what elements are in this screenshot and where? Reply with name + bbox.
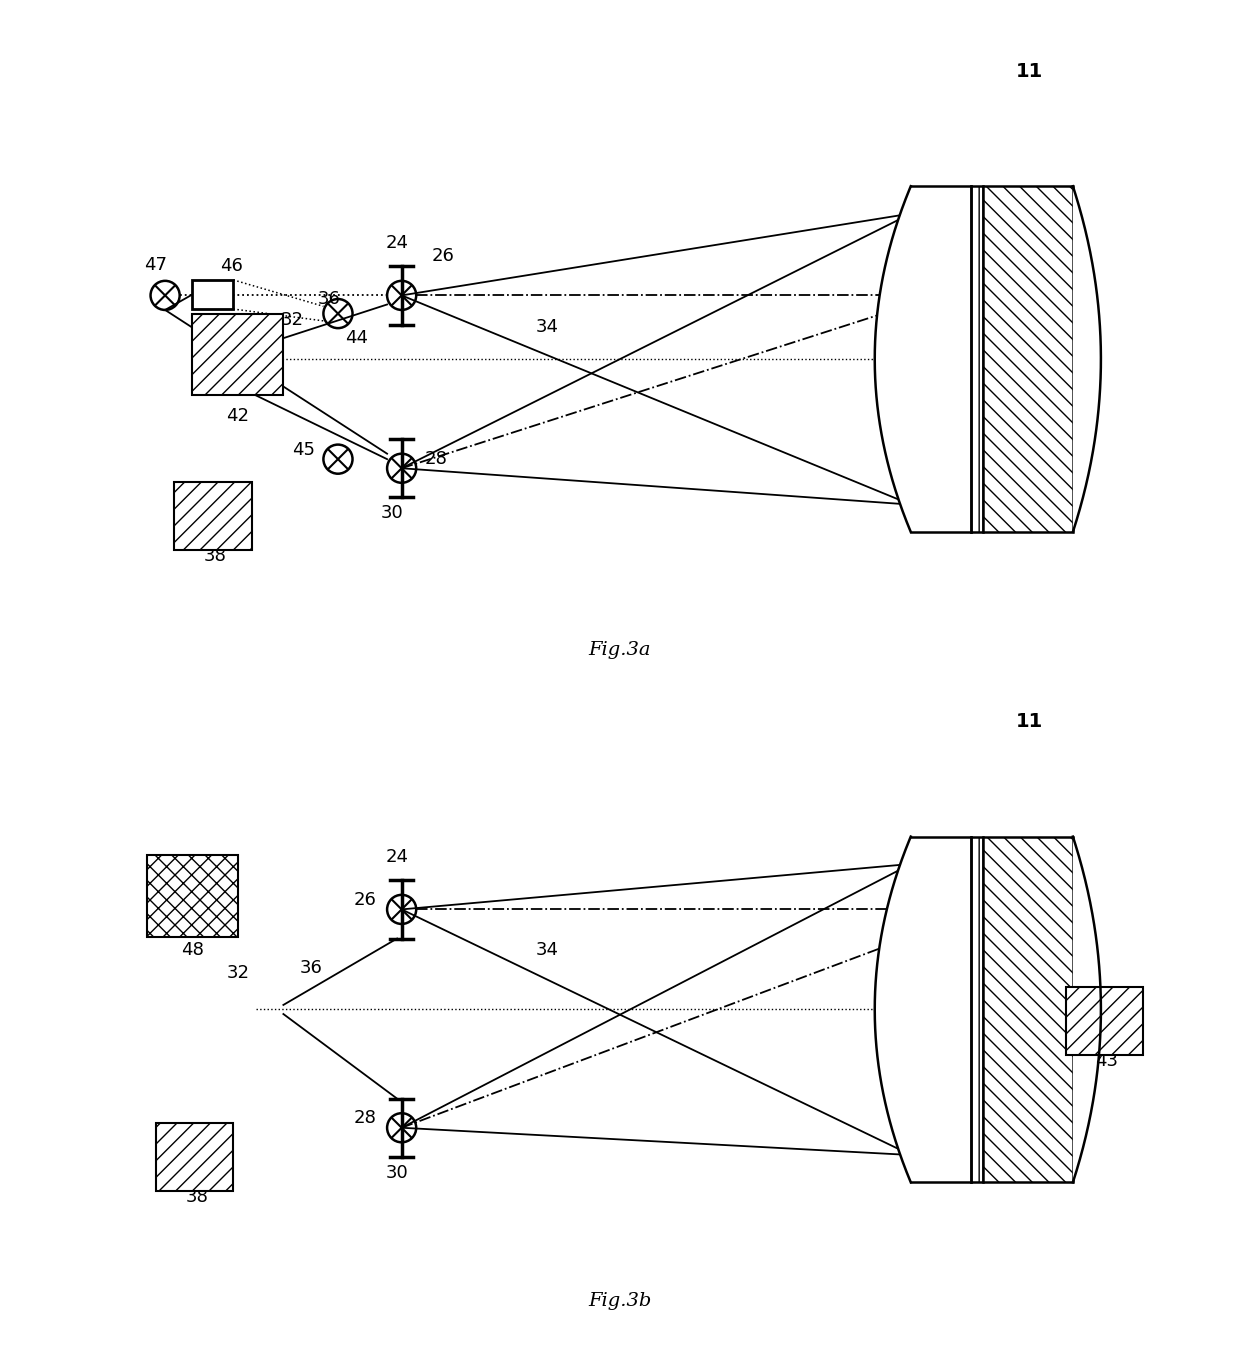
Bar	[146, 855, 238, 936]
Text: 48: 48	[181, 940, 203, 959]
Bar	[174, 482, 252, 550]
Text: 32: 32	[227, 963, 249, 981]
Bar	[971, 186, 983, 533]
Text: 32: 32	[281, 310, 304, 328]
Text: 26: 26	[353, 890, 377, 909]
Polygon shape	[874, 186, 971, 533]
Polygon shape	[874, 836, 971, 1183]
Text: 11: 11	[1016, 62, 1043, 81]
Text: Fig.3b: Fig.3b	[588, 1291, 652, 1309]
Text: 43: 43	[1095, 1051, 1118, 1070]
Bar	[156, 1123, 233, 1191]
Text: 28: 28	[425, 450, 448, 467]
Text: 34: 34	[536, 318, 559, 336]
Text: 24: 24	[386, 234, 409, 252]
Text: 24: 24	[386, 848, 409, 866]
Text: 46: 46	[219, 257, 243, 275]
Text: 36: 36	[299, 959, 322, 977]
Bar	[983, 836, 1073, 1183]
Text: 42: 42	[227, 406, 249, 425]
Bar	[983, 186, 1073, 533]
Polygon shape	[1073, 836, 1101, 1183]
Text: 44: 44	[345, 329, 368, 347]
Text: 36: 36	[317, 290, 340, 309]
Text: 34: 34	[536, 940, 559, 959]
Text: 30: 30	[386, 1164, 408, 1182]
Text: 38: 38	[203, 547, 227, 565]
Text: 45: 45	[291, 440, 315, 458]
Text: 11: 11	[1016, 713, 1043, 732]
Text: 26: 26	[432, 247, 454, 264]
Text: Fig.3a: Fig.3a	[589, 641, 651, 659]
Bar	[192, 280, 233, 309]
Bar	[192, 313, 284, 396]
Text: 38: 38	[186, 1188, 208, 1206]
Text: 30: 30	[381, 504, 404, 522]
Bar	[1066, 986, 1143, 1056]
Text: 28: 28	[353, 1110, 377, 1127]
Text: 47: 47	[145, 256, 167, 274]
Polygon shape	[1073, 186, 1101, 533]
Bar	[971, 836, 983, 1183]
